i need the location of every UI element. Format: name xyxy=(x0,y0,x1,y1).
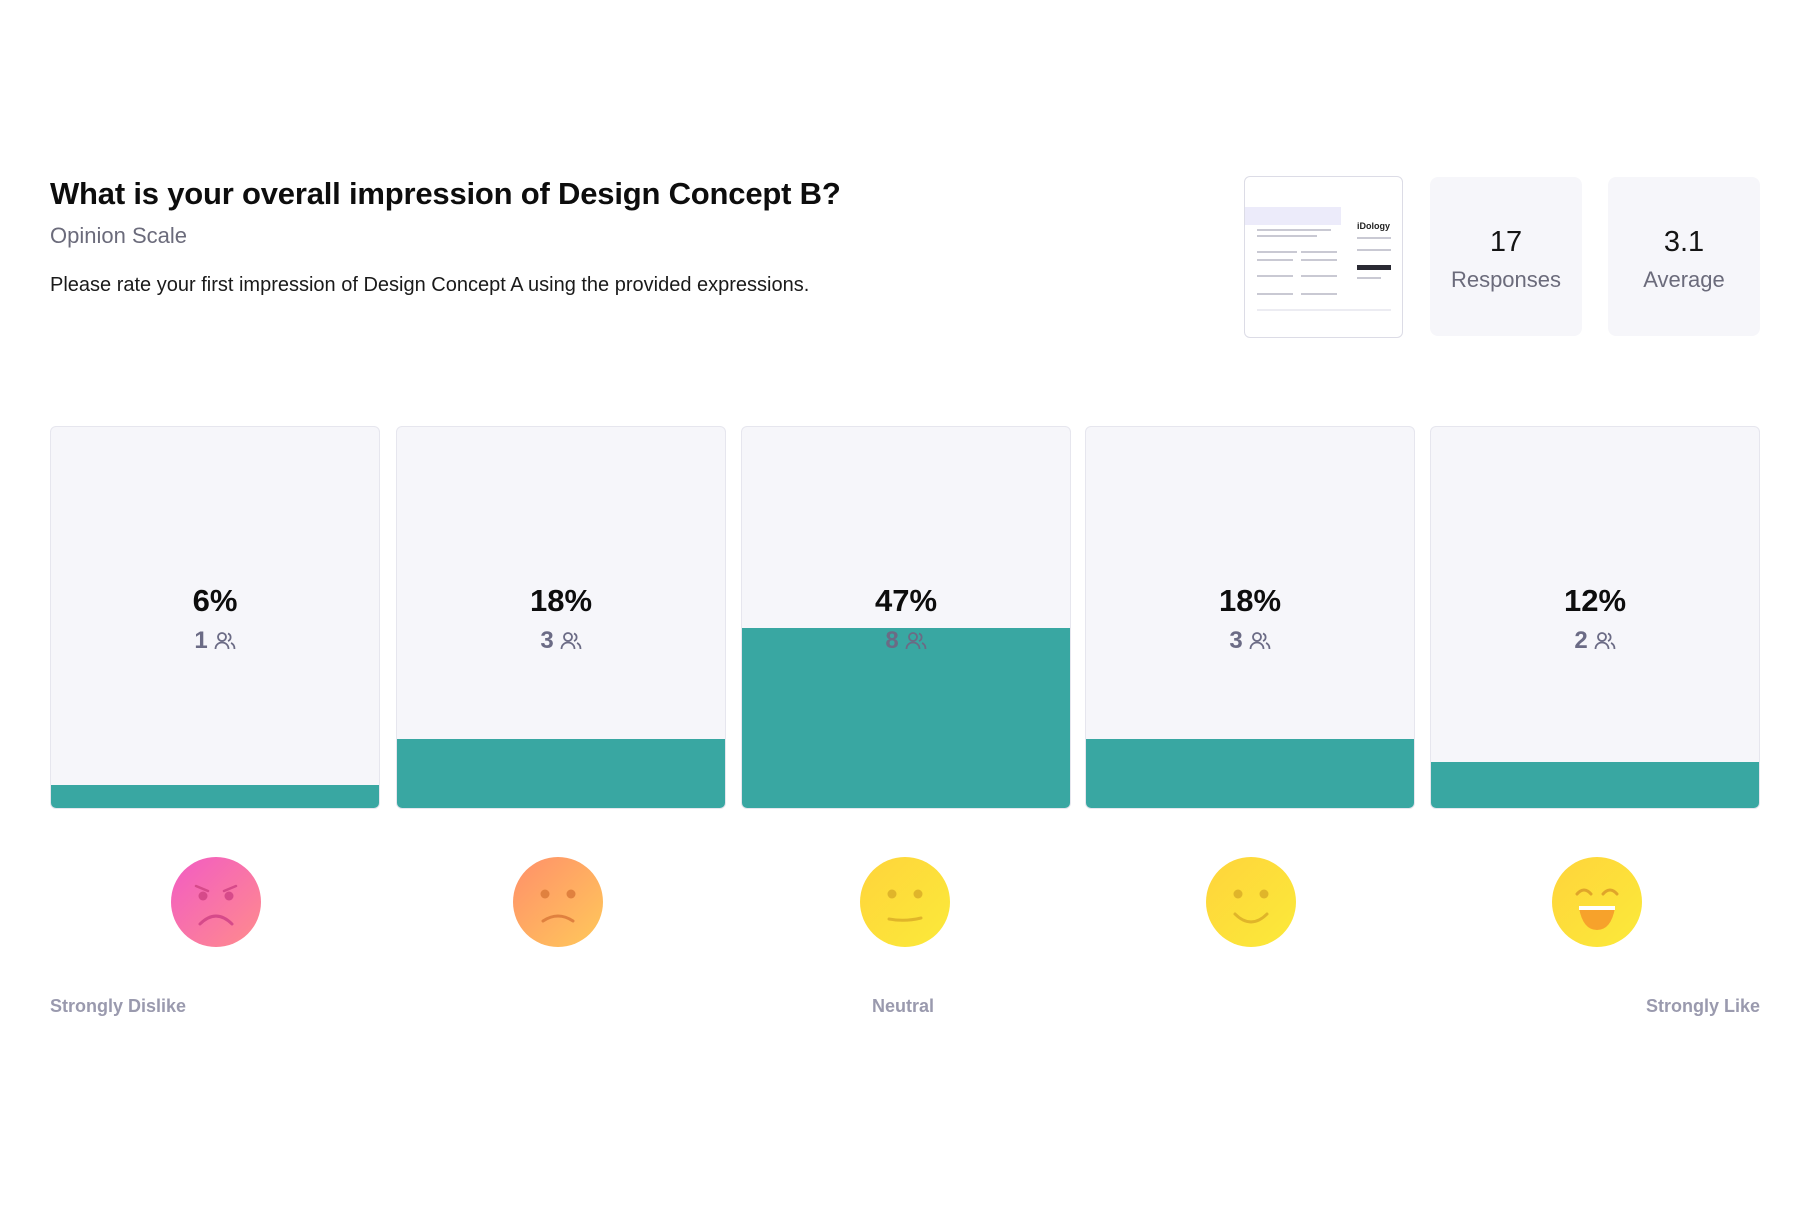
people-icon xyxy=(905,632,927,650)
option-percent: 18% xyxy=(1218,583,1282,618)
option-count-value: 3 xyxy=(540,627,554,654)
option-percent: 6% xyxy=(192,583,238,618)
thumbnail-line xyxy=(1257,309,1391,311)
grinning-face-icon xyxy=(1552,857,1642,947)
option-fill-bar xyxy=(1431,762,1759,808)
option-count: 3 xyxy=(1086,627,1414,655)
thumbnail-line xyxy=(1257,235,1317,237)
option-percent: 47% xyxy=(874,583,938,618)
thumbnail-banner xyxy=(1245,207,1341,225)
design-thumbnail[interactable]: iDology xyxy=(1244,176,1403,338)
option-fill-bar xyxy=(397,739,725,808)
responses-label: Responses xyxy=(1450,267,1562,292)
scale-label-left: Strongly Dislike xyxy=(50,996,187,1016)
option-count: 8 xyxy=(742,627,1070,655)
thumbnail-line xyxy=(1301,251,1337,253)
scale-option-3[interactable]: 47% 8 xyxy=(741,426,1071,809)
scale-label-middle: Neutral xyxy=(872,996,935,1016)
sad-face-icon xyxy=(513,857,603,947)
thumbnail-line xyxy=(1301,275,1337,277)
option-fill-bar xyxy=(1086,739,1414,808)
option-count: 3 xyxy=(397,627,725,655)
average-label: Average xyxy=(1643,267,1725,292)
question-description: Please rate your first impression of Des… xyxy=(50,274,810,296)
thumbnail-line xyxy=(1257,293,1293,295)
option-count-value: 8 xyxy=(885,627,899,654)
option-fill-bar xyxy=(742,628,1070,808)
thumbnail-line xyxy=(1357,249,1391,251)
thumbnail-logo: iDology xyxy=(1357,221,1390,231)
option-count-value: 2 xyxy=(1574,627,1588,654)
scale-label-right: Strongly Like xyxy=(1645,996,1760,1016)
responses-value: 17 xyxy=(1489,226,1523,258)
option-count: 1 xyxy=(51,627,379,655)
option-count-value: 3 xyxy=(1229,627,1243,654)
option-percent: 12% xyxy=(1563,583,1627,618)
average-stat-card: 3.1 Average xyxy=(1608,177,1760,336)
thumbnail-button xyxy=(1357,265,1391,270)
thumbnail-line xyxy=(1257,251,1297,253)
people-icon xyxy=(1594,632,1616,650)
people-icon xyxy=(1249,632,1271,650)
question-title: What is your overall impression of Desig… xyxy=(50,176,841,211)
thumbnail-line xyxy=(1357,237,1391,239)
people-icon xyxy=(560,632,582,650)
scale-option-5[interactable]: 12% 2 xyxy=(1430,426,1760,809)
people-icon xyxy=(214,632,236,650)
scale-option-4[interactable]: 18% 3 xyxy=(1085,426,1415,809)
thumbnail-line xyxy=(1257,229,1331,231)
option-count: 2 xyxy=(1431,627,1759,655)
neutral-face-icon xyxy=(860,857,950,947)
average-value: 3.1 xyxy=(1663,226,1705,258)
scale-option-2[interactable]: 18% 3 xyxy=(396,426,726,809)
smiling-face-icon xyxy=(1206,857,1296,947)
thumbnail-line xyxy=(1357,277,1381,279)
responses-stat-card: 17 Responses xyxy=(1430,177,1582,336)
option-count-value: 1 xyxy=(194,627,208,654)
thumbnail-line xyxy=(1301,259,1337,261)
scale-option-1[interactable]: 6% 1 xyxy=(50,426,380,809)
option-fill-bar xyxy=(51,785,379,808)
thumbnail-line xyxy=(1257,259,1293,261)
very-sad-face-icon xyxy=(171,857,261,947)
thumbnail-line xyxy=(1257,275,1293,277)
option-percent: 18% xyxy=(529,583,593,618)
question-type: Opinion Scale xyxy=(50,223,187,248)
thumbnail-line xyxy=(1301,293,1337,295)
